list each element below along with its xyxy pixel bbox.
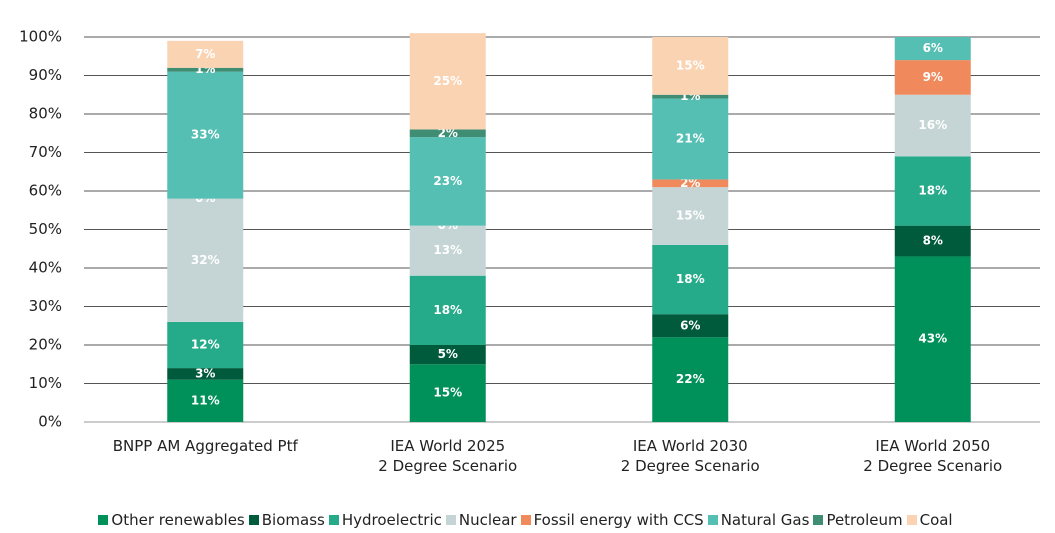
value-label: 23% xyxy=(433,174,462,188)
bar-segment xyxy=(652,187,729,245)
value-label: 5% xyxy=(438,347,458,361)
bar-segment xyxy=(409,137,486,226)
y-tick-label: 70% xyxy=(29,143,62,161)
value-label: 25% xyxy=(433,74,462,88)
bar-segment xyxy=(409,225,486,276)
y-tick-label: 30% xyxy=(29,297,62,315)
value-label: 16% xyxy=(918,118,947,132)
bar-segment xyxy=(894,37,971,61)
y-tick-label: 50% xyxy=(29,220,62,238)
legend-label: Natural Gas xyxy=(720,511,810,529)
value-label: 15% xyxy=(676,209,705,223)
legend-label: Nuclear xyxy=(458,511,517,529)
bar-segment xyxy=(652,94,729,99)
bar-segment xyxy=(652,337,729,422)
legend-swatch xyxy=(98,515,109,525)
legend-swatch xyxy=(328,515,339,525)
x-tick-label: IEA World 2050 2 Degree Scenario xyxy=(863,437,1003,475)
legend-item: Other renewables xyxy=(98,511,245,529)
bar-segment xyxy=(167,321,244,369)
bar-segment xyxy=(652,37,729,95)
bar-segment xyxy=(894,156,971,226)
value-label: 15% xyxy=(433,386,462,400)
bar-segment xyxy=(167,198,244,322)
legend-item: Fossil energy with CCS xyxy=(520,511,704,529)
legend-swatch xyxy=(906,515,917,525)
value-label: 15% xyxy=(676,58,705,72)
legend-label: Petroleum xyxy=(826,511,903,529)
legend-swatch xyxy=(707,515,718,525)
legend-label: Hydroelectric xyxy=(341,511,442,529)
bar-segment xyxy=(894,225,971,257)
y-tick-label: 10% xyxy=(29,374,62,392)
value-label: 7% xyxy=(195,47,215,61)
bar-segment xyxy=(894,94,971,157)
bar-segment xyxy=(409,129,486,138)
value-label: 18% xyxy=(676,272,705,286)
value-label: 6% xyxy=(680,318,700,332)
value-label: 18% xyxy=(433,303,462,317)
bar-segment xyxy=(167,40,244,68)
legend-label: Biomass xyxy=(261,511,325,529)
x-tick-label: IEA World 2025 2 Degree Scenario xyxy=(378,437,518,475)
value-label: 12% xyxy=(191,338,220,352)
x-tick-label: BNPP AM Aggregated Ptf xyxy=(112,437,298,455)
value-label: 21% xyxy=(676,132,705,146)
bar-segment xyxy=(409,345,486,365)
legend-item: Natural Gas xyxy=(707,511,810,529)
legend-item: Petroleum xyxy=(813,511,903,529)
value-label: 32% xyxy=(191,253,220,267)
bar-segment xyxy=(409,275,486,345)
y-tick-label: 60% xyxy=(29,182,62,200)
value-label: 3% xyxy=(195,366,215,380)
bar-segment xyxy=(167,368,244,380)
legend-item: Biomass xyxy=(248,511,325,529)
bar-segment xyxy=(409,364,486,422)
legend-item: Nuclear xyxy=(445,511,517,529)
value-label: 18% xyxy=(918,184,947,198)
y-tick-label: 80% xyxy=(29,105,62,123)
y-tick-label: 20% xyxy=(29,336,62,354)
bar-segment xyxy=(167,67,244,72)
y-tick-label: 100% xyxy=(19,28,62,46)
value-label: 13% xyxy=(433,243,462,257)
y-tick-label: 0% xyxy=(38,413,62,431)
bar-segment xyxy=(894,60,971,95)
bar-segment xyxy=(652,244,729,315)
y-tick-label: 40% xyxy=(29,259,62,277)
y-tick-label: 90% xyxy=(29,66,62,84)
legend-item: Hydroelectric xyxy=(328,511,442,529)
legend-swatch xyxy=(445,515,456,525)
value-label: 22% xyxy=(676,372,705,386)
legend-swatch xyxy=(248,515,259,525)
bar-segment xyxy=(167,379,244,422)
legend-swatch xyxy=(813,515,824,525)
bar-segment xyxy=(652,98,729,180)
value-label: 8% xyxy=(923,234,943,248)
legend-label: Fossil energy with CCS xyxy=(533,511,704,529)
legend-swatch xyxy=(520,515,531,525)
bar-segment xyxy=(409,33,486,130)
x-tick-label: IEA World 2030 2 Degree Scenario xyxy=(620,437,760,475)
legend-label: Coal xyxy=(919,511,953,529)
bar-segment xyxy=(894,256,971,422)
value-label: 6% xyxy=(923,41,943,55)
value-label: 11% xyxy=(191,393,220,407)
legend-label: Other renewables xyxy=(111,511,245,529)
bar-segment xyxy=(167,71,244,199)
legend: Other renewables Biomass Hydroelectric Nucl… xyxy=(0,511,1055,529)
bar-segment xyxy=(652,314,729,338)
bar-segment xyxy=(652,179,729,188)
value-label: 9% xyxy=(923,70,943,84)
value-label: 43% xyxy=(918,332,947,346)
legend-item: Coal xyxy=(906,511,953,529)
value-label: 33% xyxy=(191,128,220,142)
